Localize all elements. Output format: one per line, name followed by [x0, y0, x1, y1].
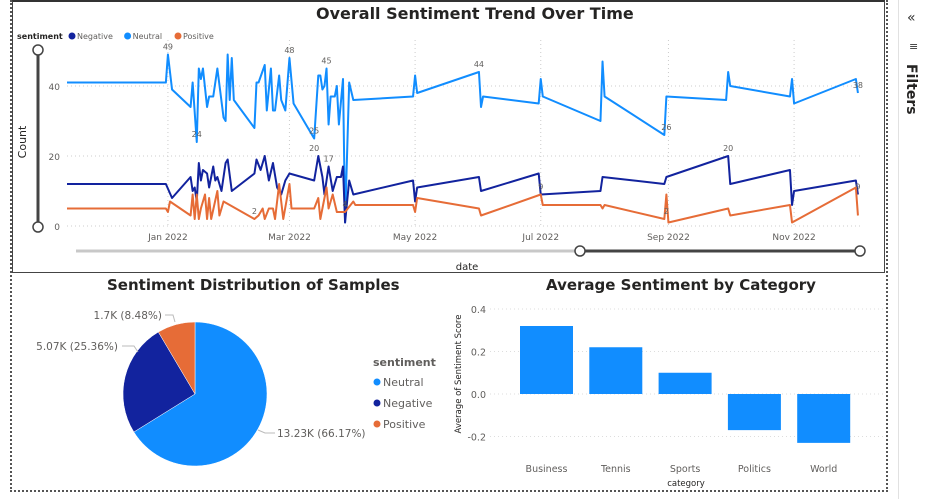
legend-entry[interactable]: Neutral: [383, 376, 424, 389]
pie-data-label: 13.23K (66.17%): [277, 428, 366, 440]
legend-marker: [373, 378, 381, 386]
data-label: 9: [855, 183, 860, 192]
pie-data-label: 1.7K (8.48%): [94, 310, 162, 322]
pie-slice-neutral[interactable]: [133, 321, 268, 467]
data-label: 2: [252, 207, 257, 216]
x-tick-label: Business: [526, 464, 568, 475]
legend-marker: [373, 399, 381, 407]
x-tick-label: World: [810, 464, 837, 475]
legend-marker: [174, 32, 182, 40]
x-tick-label: Nov 2022: [772, 233, 815, 243]
pie-slice-negative[interactable]: [122, 331, 196, 433]
data-label: 24: [192, 130, 202, 139]
y-tick-label: 0: [54, 223, 60, 233]
leader-line: [122, 345, 139, 353]
y-axis-title: Count: [16, 125, 29, 158]
charts-svg: 0 20 40 Jan 2022 Mar 2022 May 2022 Jul 2022 Sep…: [16, 32, 885, 489]
data-label: 2: [664, 207, 669, 216]
bar-sports[interactable]: [658, 372, 712, 394]
report-canvas: Overall Sentiment Trend Over Time Sentim…: [10, 0, 888, 492]
series-line-neutral[interactable]: [67, 53, 859, 224]
line-chart-visual[interactable]: [12, 0, 885, 273]
y-tick-label: 0.2: [471, 348, 486, 359]
pie-data-label: 5.07K (25.36%): [36, 341, 118, 353]
legend-marker: [373, 420, 381, 428]
series-line-negative[interactable]: [67, 155, 859, 224]
bar-tennis[interactable]: [589, 347, 643, 394]
bar-chart-title: Average Sentiment by Category: [546, 276, 816, 294]
y-tick-label: -0.2: [467, 433, 486, 444]
x-axis-title: category: [667, 479, 705, 489]
data-label: 44: [474, 60, 484, 69]
x-tick-label: Sports: [670, 464, 701, 475]
bar-politics[interactable]: [727, 394, 781, 431]
y-tick-label: 0.0: [471, 390, 486, 401]
x-tick-label: Tennis: [600, 464, 631, 475]
data-label: 25: [309, 127, 319, 136]
data-label: 20: [723, 144, 733, 153]
bar-business[interactable]: [520, 326, 573, 394]
data-label: 45: [321, 57, 331, 66]
legend-entry[interactable]: Neutral: [133, 32, 163, 41]
legend-entry[interactable]: Positive: [383, 418, 426, 431]
leader-line: [257, 429, 275, 434]
legend-title: sentiment: [373, 356, 436, 369]
legend-entry[interactable]: Negative: [77, 32, 113, 41]
x-tick-label: Mar 2022: [268, 233, 311, 243]
data-label: 26: [661, 123, 671, 132]
slider-handle[interactable]: [32, 221, 44, 233]
x-tick-label: Politics: [738, 464, 771, 475]
divider: [10, 490, 888, 492]
x-tick-label: Jan 2022: [147, 233, 188, 243]
pie-chart-title: Sentiment Distribution of Samples: [107, 276, 400, 294]
data-label: 38: [853, 81, 863, 90]
divider: [886, 0, 888, 492]
x-axis-title: date: [456, 262, 479, 273]
pie-slice-positive[interactable]: [158, 321, 196, 395]
filters-label[interactable]: Filters: [903, 64, 919, 115]
double-chevron-left-icon[interactable]: «: [907, 10, 916, 26]
x-tick-label: Sep 2022: [647, 233, 690, 243]
data-label: 49: [163, 43, 173, 52]
data-label: 48: [284, 46, 294, 55]
divider: [10, 0, 12, 492]
data-label: 20: [309, 144, 319, 153]
data-label: 9: [538, 183, 543, 192]
legend-marker: [124, 32, 132, 40]
legend-entry[interactable]: Negative: [383, 397, 433, 410]
x-tick-label: Jul 2022: [521, 233, 559, 243]
legend-marker: [68, 32, 76, 40]
y-tick-label: 20: [49, 153, 61, 163]
leader-line: [165, 314, 176, 323]
y-tick-label: 0.4: [471, 305, 486, 316]
y-axis-title: Average of Sentiment Score: [454, 315, 464, 434]
data-label: 17: [323, 155, 333, 164]
data-label: 4: [343, 200, 348, 209]
filters-pane[interactable]: « ≡ Filters: [898, 0, 932, 499]
legend-title: sentiment: [17, 32, 63, 41]
y-tick-label: 40: [49, 83, 61, 93]
filter-icon: ≡: [909, 40, 919, 53]
series-line-positive[interactable]: [67, 183, 859, 224]
legend-entry[interactable]: Positive: [183, 32, 214, 41]
x-tick-label: May 2022: [393, 233, 437, 243]
bar-world[interactable]: [797, 394, 851, 443]
line-chart-title: Overall Sentiment Trend Over Time: [316, 4, 634, 23]
slider-handle[interactable]: [854, 245, 866, 257]
slider-handle[interactable]: [574, 245, 586, 257]
slider-handle[interactable]: [32, 44, 44, 56]
